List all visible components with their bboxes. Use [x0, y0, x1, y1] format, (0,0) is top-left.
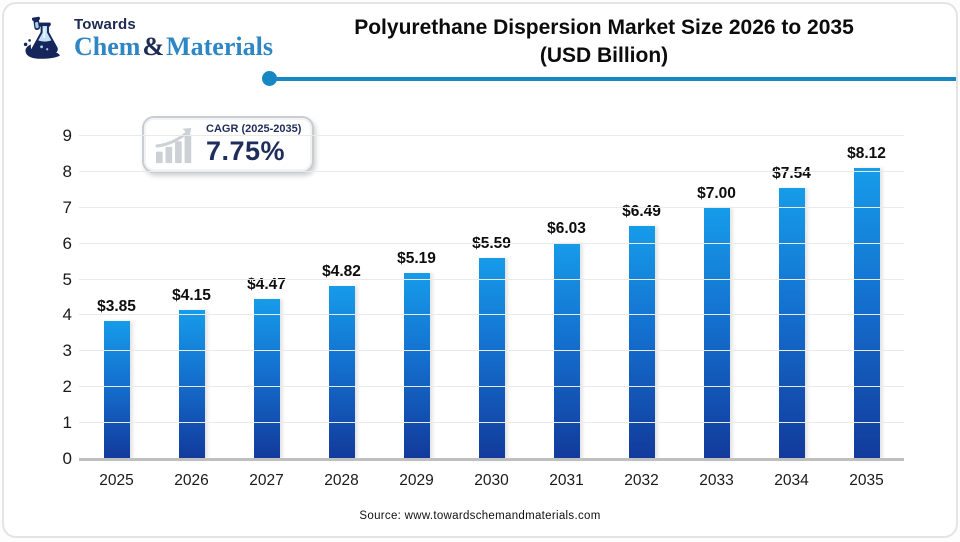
- x-axis-label: 2029: [399, 472, 434, 489]
- x-axis-label: 2027: [249, 472, 284, 489]
- brand-name: Chem&Materials: [74, 32, 273, 61]
- flask-icon: [23, 16, 60, 59]
- header-divider-dot: [262, 71, 277, 86]
- x-axis: 2025 2026 2027 2028 2029 2030 2031 2032 2033 2034…: [79, 472, 904, 490]
- y-axis-label: 9: [62, 126, 72, 145]
- bar-2025: [103, 320, 130, 459]
- gridline: [79, 386, 904, 388]
- brand-towards: Towards: [74, 16, 136, 33]
- bar-2026: [178, 310, 205, 459]
- cagr-badge: CAGR (2025-2035) 7.75%: [142, 116, 314, 173]
- source-text: Source: www.towardschemandmaterials.com: [359, 510, 601, 522]
- gridline: [79, 206, 904, 208]
- bar-value-label: $6.49: [622, 203, 661, 221]
- y-axis-label: 3: [62, 341, 72, 361]
- bar-2027: [253, 298, 280, 459]
- bar-slot: $8.12: [829, 136, 904, 459]
- bar-slot: $5.59: [454, 136, 529, 459]
- y-axis-label: 0: [62, 449, 72, 468]
- bar-value-label: $3.85: [97, 297, 136, 315]
- plot-area: $3.85 $4.15 $4.47 $4.82 $5.19 $5.59 $6.03 $6.49…: [79, 135, 904, 461]
- gridline: [79, 314, 904, 316]
- gridline: [79, 242, 904, 244]
- y-axis-label: 6: [62, 233, 72, 253]
- x-axis-label: 2025: [99, 472, 134, 489]
- gridline: [79, 350, 904, 352]
- gridline: [79, 422, 904, 424]
- y-axis-label: 4: [62, 305, 72, 325]
- bar-value-label: $5.19: [397, 249, 436, 267]
- gridline: [79, 278, 904, 280]
- cagr-label: CAGR (2025-2035): [206, 122, 302, 135]
- bar-slot: $5.19: [379, 136, 454, 459]
- bar-slot: $6.03: [529, 136, 604, 459]
- page-title: Polyurethane Dispersion Market Size 2026…: [284, 14, 924, 71]
- bar-value-label: $4.82: [322, 263, 361, 281]
- brand-text: Towards Chem&Materials: [74, 17, 273, 62]
- x-axis-label: 2035: [849, 472, 884, 489]
- y-axis-label: 1: [62, 413, 72, 433]
- bar-value-label: $5.59: [472, 235, 511, 253]
- page-title-line2: (USD Billion): [539, 44, 669, 68]
- axis-baseline: [79, 458, 904, 461]
- y-axis-label: 8: [62, 161, 72, 181]
- x-axis-label: 2028: [324, 472, 359, 489]
- bar-value-label: $6.03: [547, 219, 586, 237]
- bar-value-label: $8.12: [847, 144, 886, 162]
- brand-logo: Towards Chem&Materials: [20, 14, 273, 62]
- bar-slot: $4.15: [154, 136, 229, 459]
- bar-2028: [328, 286, 355, 459]
- x-axis-label: 2030: [474, 472, 509, 489]
- y-axis-label: 5: [62, 269, 72, 289]
- gridline: [79, 135, 904, 136]
- cagr-value: 7.75%: [206, 135, 286, 166]
- bar-slot: $3.85: [79, 136, 154, 459]
- bar-value-label: $7.00: [697, 184, 736, 202]
- bar-value-label: $4.47: [247, 275, 286, 293]
- bar-slot: $7.00: [679, 136, 754, 459]
- bar-2035: [853, 167, 880, 459]
- bar-value-label: $7.54: [772, 165, 811, 183]
- x-axis-label: 2033: [699, 472, 734, 489]
- bar-slot: $7.54: [754, 136, 829, 459]
- brand-ampersand: &: [142, 32, 165, 61]
- header-divider-line: [269, 77, 956, 81]
- bar-slot: $4.82: [304, 136, 379, 459]
- growth-chart-icon: [155, 127, 192, 163]
- x-axis-label: 2034: [774, 472, 809, 489]
- bar-slot: $6.49: [604, 136, 679, 459]
- cagr-text: CAGR (2025-2035) 7.75%: [206, 123, 301, 167]
- bar-2034: [778, 188, 805, 459]
- bar-slot: $4.47: [229, 136, 304, 459]
- bar-2029: [403, 272, 430, 459]
- bar-2033: [703, 207, 730, 459]
- bar-value-label: $4.15: [172, 287, 211, 305]
- y-axis-label: 7: [62, 197, 72, 217]
- page-title-line1: Polyurethane Dispersion Market Size 2026…: [354, 16, 854, 39]
- x-axis-label: 2026: [174, 472, 209, 489]
- x-axis-label: 2032: [624, 472, 659, 489]
- bar-2030: [478, 258, 505, 459]
- gridline: [79, 170, 904, 172]
- y-axis: 0 1 2 3 4 5 6 7 8 9: [42, 126, 72, 468]
- bar-slots: $3.85 $4.15 $4.47 $4.82 $5.19 $5.59 $6.03 $6.49…: [79, 136, 904, 459]
- y-axis-label: 2: [62, 377, 72, 397]
- x-axis-label: 2031: [549, 472, 584, 489]
- bar-2032: [628, 226, 655, 459]
